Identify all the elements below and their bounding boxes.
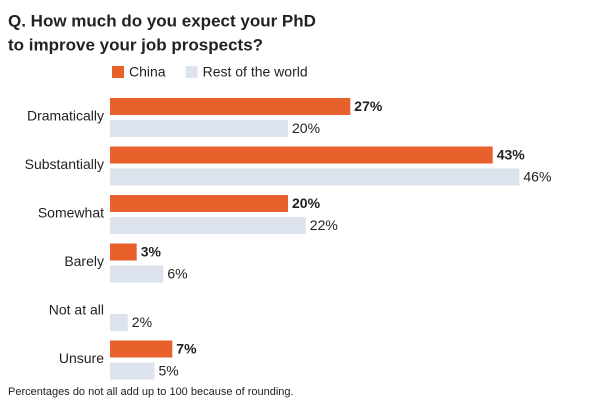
- chart-title: to improve your job prospects?: [8, 35, 263, 54]
- y-tick-label: Substantially: [25, 156, 104, 172]
- bar: [110, 362, 155, 380]
- bar: [110, 195, 288, 212]
- footnote: Percentages do not all add up to 100 bec…: [8, 386, 294, 398]
- bar: [110, 314, 128, 331]
- y-tick-label: Dramatically: [27, 108, 104, 124]
- value-label: 2%: [132, 314, 152, 330]
- bar: [110, 340, 173, 358]
- value-label: 43%: [497, 147, 526, 163]
- y-tick-label: Not at all: [49, 302, 104, 318]
- bar: [110, 98, 351, 115]
- value-label: 46%: [523, 169, 551, 185]
- value-label: 20%: [292, 120, 320, 136]
- legend-swatch: [185, 66, 198, 78]
- bar: [110, 265, 164, 283]
- value-label: 3%: [141, 244, 162, 260]
- value-label: 7%: [176, 341, 197, 357]
- y-tick-label: Barely: [64, 253, 104, 269]
- y-tick-label: Unsure: [59, 350, 104, 366]
- chart-title: Q. How much do you expect your PhD: [8, 11, 316, 30]
- legend-label: China: [129, 64, 166, 80]
- value-label: 22%: [310, 217, 338, 233]
- value-label: 6%: [167, 266, 187, 282]
- bar: [110, 146, 493, 164]
- value-label: 20%: [292, 195, 321, 211]
- value-label: 27%: [354, 98, 383, 114]
- bar: [110, 120, 288, 137]
- bar: [110, 243, 137, 261]
- value-label: 5%: [159, 363, 179, 379]
- legend-label: Rest of the world: [203, 64, 308, 80]
- bar: [110, 217, 306, 234]
- y-tick-label: Somewhat: [38, 205, 104, 221]
- legend-swatch: [112, 66, 124, 78]
- bar: [110, 168, 520, 186]
